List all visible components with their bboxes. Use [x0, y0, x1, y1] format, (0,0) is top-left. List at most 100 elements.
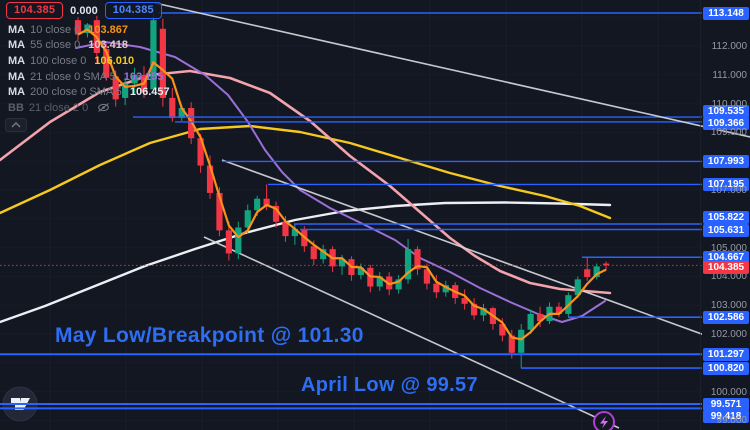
axis-badge-104.667: 104.667 — [703, 250, 749, 264]
legend-indicator-name: MA — [8, 70, 26, 83]
candle — [518, 329, 525, 353]
candle — [593, 266, 600, 278]
candle — [225, 230, 232, 254]
legend-row-ma-2[interactable]: MA 100 close 0 106.010 — [8, 53, 170, 69]
axis-tick-100.000: 100.000 — [710, 386, 747, 398]
ma21-line — [75, 41, 606, 323]
eye-hidden-icon[interactable] — [97, 102, 110, 113]
axis-badge-99.571: 99.571 — [703, 397, 749, 411]
ma100-line — [0, 124, 612, 220]
grid-lines — [0, 0, 702, 430]
candle — [414, 249, 421, 270]
chevron-up-icon — [11, 122, 21, 128]
legend-indicator-params: 10 close 0 — [30, 23, 81, 36]
axis-tick-112.000: 112.000 — [711, 41, 747, 53]
price-levels — [0, 12, 702, 410]
axis-badge-101.297: 101.297 — [703, 347, 749, 361]
candle — [235, 227, 242, 254]
candle — [74, 20, 82, 35]
candle — [150, 20, 157, 90]
candle — [263, 198, 270, 206]
axis-badge-109.535: 109.535 — [703, 104, 749, 118]
legend-indicator-value: 106.010 — [94, 54, 135, 67]
candle — [602, 263, 610, 266]
current-price-badge: 104.385 — [703, 260, 749, 274]
axis-tick-105.000: 105.000 — [710, 242, 747, 254]
legend-indicator-name: MA — [8, 54, 26, 67]
candle — [291, 228, 298, 237]
legend-indicator-name: MA — [8, 86, 26, 99]
candle — [527, 313, 534, 330]
legend-indicator-value: 103.867 — [88, 23, 129, 36]
candle — [122, 83, 129, 98]
legend-row-ma-3[interactable]: MA 21 close 0 SMA 5 103.155 — [8, 69, 170, 85]
candle — [536, 313, 544, 322]
candle — [310, 246, 317, 260]
legend-indicator-name: MA — [8, 39, 26, 52]
plot-area[interactable] — [0, 0, 710, 430]
candle — [461, 298, 468, 304]
axis-tick-104.000: 104.000 — [710, 271, 747, 283]
legend-row-bb[interactable]: BB 21 close 2 0 — [8, 100, 170, 116]
candle — [395, 279, 402, 290]
axis-badge-105.631: 105.631 — [703, 224, 749, 237]
trendline-1[interactable] — [154, 2, 750, 138]
candle — [423, 269, 431, 284]
candle — [216, 192, 223, 231]
candle — [112, 76, 119, 100]
legend-indicator-params: 21 close 0 SMA 5 — [30, 70, 116, 83]
candle — [555, 306, 563, 314]
candle — [131, 74, 138, 84]
ma200-line — [0, 201, 612, 324]
candle — [433, 283, 440, 293]
candle — [178, 107, 185, 119]
axis-tick-111.000: 111.000 — [712, 69, 747, 81]
candle — [272, 205, 280, 222]
legend-row-ma-0[interactable]: MA 10 close 0 103.867 — [8, 22, 170, 38]
trendline-2[interactable] — [221, 159, 710, 337]
legend-row-ma-1[interactable]: MA 55 close 0 103.418 — [8, 38, 170, 54]
candle — [206, 165, 214, 193]
axis-badge-105.822: 105.822 — [703, 211, 749, 224]
price-axis[interactable]: 113.148 109.535 109.366 107.993 107.195 105.8… — [700, 0, 750, 430]
legend-indicator-params: 55 close 0 — [30, 39, 81, 52]
lightning-marker-icon[interactable] — [593, 411, 615, 430]
candle — [254, 198, 261, 211]
trendline-3[interactable] — [203, 236, 620, 429]
low-price-badge: 104.385 — [6, 2, 64, 19]
axis-tick-99.000: 99.000 — [716, 415, 747, 427]
axis-badge-113.148: 113.148 — [703, 6, 749, 20]
axis-tick-110.000: 110.000 — [711, 98, 747, 110]
candle — [480, 308, 487, 316]
candle — [499, 323, 506, 336]
legend-indicator-params: 100 close 0 — [30, 54, 87, 67]
candle — [320, 249, 327, 260]
indicator-legend: MA 10 close 0 103.867 MA 55 close 0 103.418 MA… — [8, 22, 170, 116]
candle — [442, 285, 449, 293]
high-low-labels: 104.385 0.000 104.385 — [6, 2, 162, 19]
candle — [574, 279, 581, 296]
legend-collapse-button[interactable] — [5, 118, 27, 132]
change-value: 0.000 — [70, 4, 98, 17]
legend-row-ma-4[interactable]: MA 200 close 0 SMA 5 106.457 — [8, 84, 170, 100]
candle — [404, 249, 412, 280]
candle — [197, 138, 204, 166]
axis-tick-109.000: 109.000 — [710, 127, 747, 139]
legend-indicator-value: 103.155 — [123, 70, 164, 83]
candle — [244, 210, 251, 228]
annotation-april-low[interactable]: April Low @ 99.57 — [301, 374, 478, 396]
axis-badge-99.418: 99.418 — [703, 410, 749, 423]
candle — [357, 267, 364, 276]
axis-badge-107.993: 107.993 — [703, 154, 749, 168]
legend-indicator-params: 200 close 0 SMA 5 — [30, 86, 122, 99]
legend-indicator-params: 21 close 2 0 — [28, 101, 89, 114]
candle — [159, 28, 166, 98]
candle — [103, 48, 110, 78]
candle — [584, 269, 591, 278]
ma10-line — [77, 28, 607, 341]
candle — [376, 276, 383, 287]
high-price-badge: 104.385 — [104, 2, 162, 19]
annotation-may-low[interactable]: May Low/Breakpoint @ 101.30 — [55, 324, 364, 347]
axis-badge-100.820: 100.820 — [703, 361, 749, 375]
